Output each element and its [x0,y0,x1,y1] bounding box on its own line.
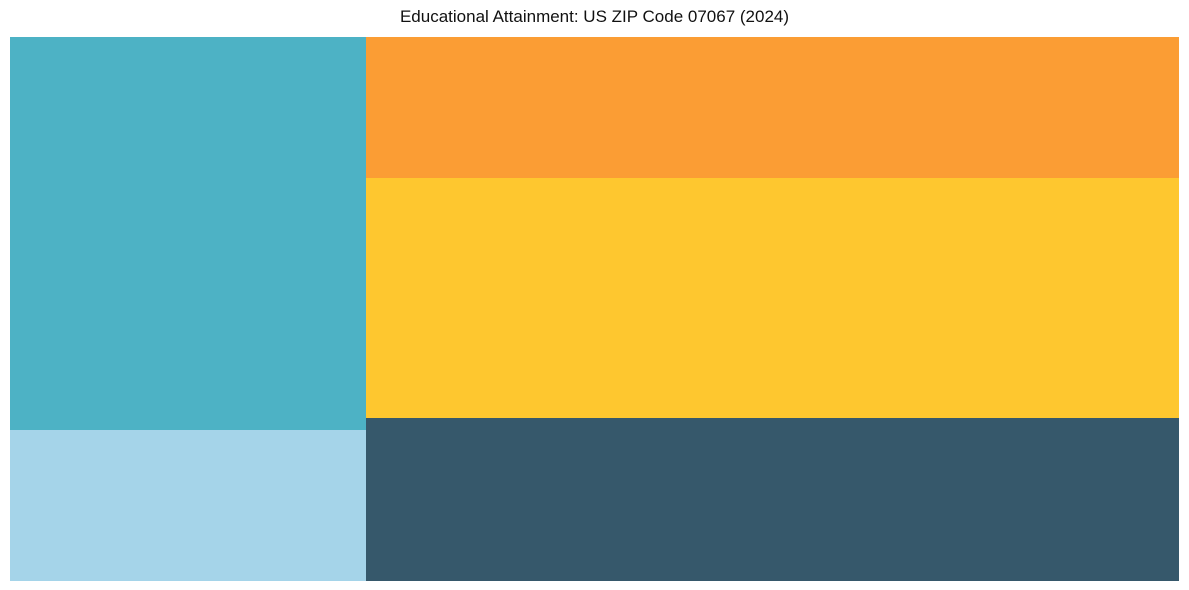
treemap-block-dark-slate[interactable] [365,417,1179,581]
treemap-block-orange[interactable] [365,37,1179,179]
treemap-block-light-blue[interactable] [10,429,366,581]
treemap-column-right [365,37,1179,581]
treemap-block-yellow[interactable] [365,178,1179,418]
treemap-block-teal[interactable] [10,37,366,430]
chart-title: Educational Attainment: US ZIP Code 0706… [399,7,790,26]
treemap-column-left [10,37,366,581]
treemap [10,37,1179,581]
